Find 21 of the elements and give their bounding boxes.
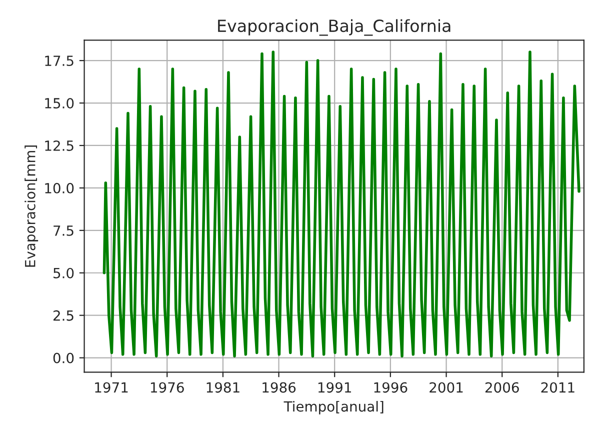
y-axis-title: Evaporacion[mm]	[24, 146, 38, 267]
x-tick-label: 1986	[262, 382, 296, 393]
x-axis-title: Tiempo[anual]	[284, 400, 384, 414]
y-tick-label: 0.0	[53, 352, 74, 364]
y-tick-label: 5.0	[54, 268, 74, 278]
y-tick-label: 10.0	[45, 182, 74, 194]
x-tick-label: 1996	[374, 382, 408, 393]
x-tick-label: 2006	[485, 382, 519, 393]
y-tick-label: 2.5	[53, 310, 74, 321]
y-tick-label: 17.5	[45, 56, 74, 66]
x-tick-label: 1976	[150, 382, 184, 393]
y-tick-label: 15.0	[45, 98, 74, 109]
x-tick-label: 1971	[95, 382, 128, 393]
x-tick-label: 1991	[318, 382, 351, 393]
y-tick-label: 7.5	[54, 226, 74, 236]
x-tick-label: 2011	[541, 382, 574, 393]
y-tick-label: 12.5	[45, 140, 74, 151]
x-tick-label: 2001	[430, 382, 463, 393]
x-tick-label: 1981	[206, 382, 240, 393]
line-series	[102, 50, 580, 358]
chart-title: Evaporacion_Baja_California	[218, 19, 450, 36]
